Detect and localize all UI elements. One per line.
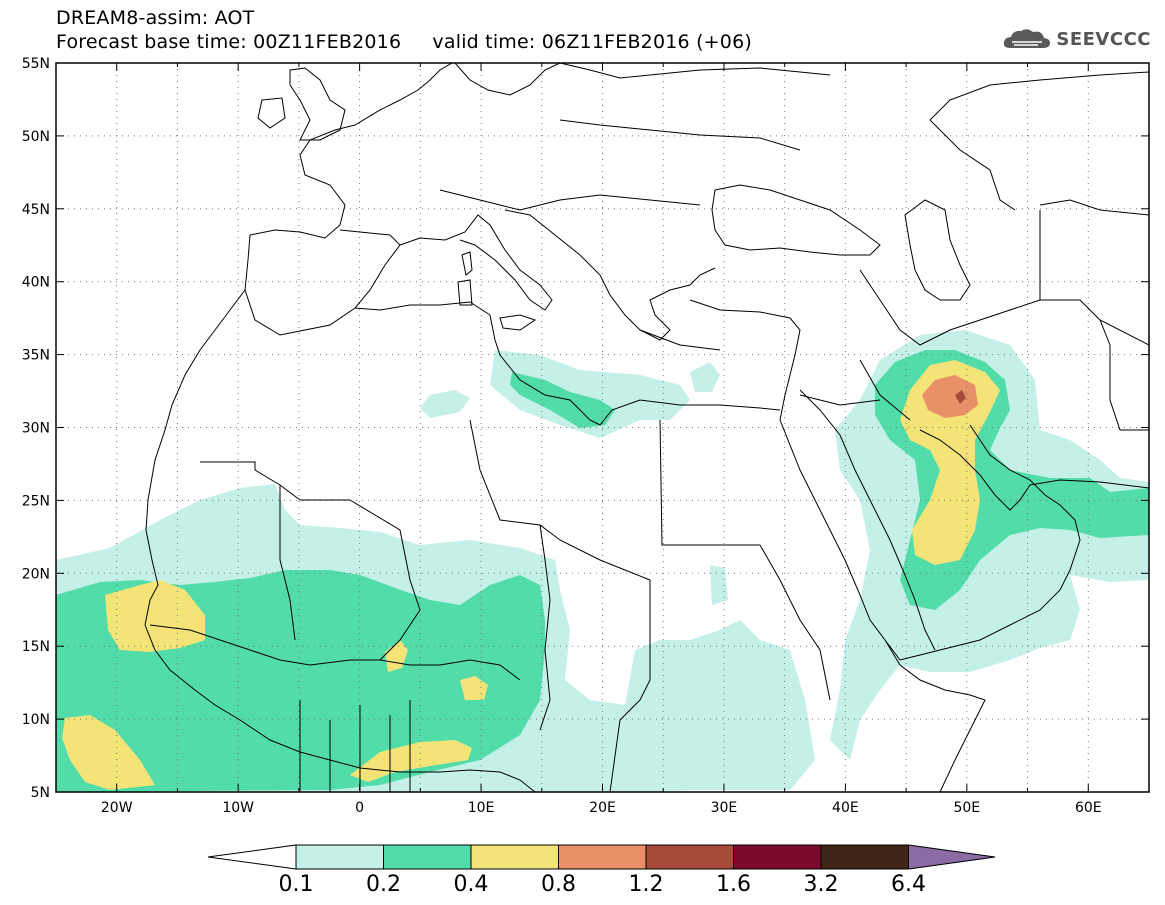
seevccc-logo: SEEVCCC [1002, 26, 1151, 52]
lon-tick-label: 0 [355, 800, 364, 816]
lon-tick-label: 20W [101, 800, 133, 816]
aot-band-0.8-1.2 [922, 375, 978, 418]
cloud-logo-icon [1004, 29, 1051, 48]
lat-tick-label: 15N [22, 639, 50, 655]
logo-text: SEEVCCC [1056, 28, 1151, 50]
lon-tick-label: 10W [222, 800, 254, 816]
colorbar-level-label: 0.8 [541, 872, 576, 897]
colorbar-box [295, 844, 384, 870]
colorbar-box [645, 844, 734, 870]
colorbar-low-triangle [207, 844, 297, 870]
lat-tick-label: 40N [22, 275, 50, 291]
colorbar-box [820, 844, 909, 870]
colorbar-box [558, 844, 647, 870]
lon-tick-label: 30E [711, 800, 738, 816]
lon-tick-label: 50E [953, 800, 980, 816]
aot-band-1.2-1.6 [955, 390, 966, 404]
lat-tick-label: 20N [22, 566, 50, 582]
lat-tick-label: 30N [22, 421, 50, 437]
lat-tick-label: 45N [22, 202, 50, 218]
lat-tick-label: 5N [31, 785, 50, 801]
lat-tick-label: 25N [22, 493, 50, 509]
colorbar-box [733, 844, 822, 870]
colorbar-level-label: 6.4 [891, 872, 926, 897]
lon-tick-label: 40E [832, 800, 859, 816]
colorbar-box [470, 844, 559, 870]
lon-tick-label: 60E [1075, 800, 1102, 816]
lat-tick-label: 10N [22, 712, 50, 728]
lon-tick-label: 20E [589, 800, 616, 816]
forecast-time-subtitle: Forecast base time: 00Z11FEB2016 valid t… [56, 31, 752, 53]
lat-tick-label: 50N [22, 129, 50, 145]
colorbar-high-triangle [908, 844, 996, 870]
colorbar-level-label: 0.1 [279, 872, 314, 897]
colorbar-level-label: 3.2 [804, 872, 839, 897]
map-title: DREAM8-assim: AOT [56, 7, 255, 29]
lat-tick-label: 55N [22, 56, 50, 72]
colorbar-level-label: 1.2 [629, 872, 664, 897]
aot-colorbar: 0.1 0.2 0.4 0.8 1.2 1.6 3.2 6.4 [207, 844, 996, 897]
colorbar-level-label: 0.4 [454, 872, 489, 897]
map-axes: 20W 10W 0 10E 20E 30E 40E 50E 60E 55N 50N 45N 40N 35N… [22, 56, 1150, 816]
lon-tick-label: 10E [468, 800, 495, 816]
colorbar-level-label: 1.6 [716, 872, 751, 897]
colorbar-box [383, 844, 472, 870]
lat-tick-label: 35N [22, 348, 50, 364]
colorbar-level-label: 0.2 [366, 872, 401, 897]
aot-band-0.4-0.8 [62, 360, 1000, 790]
graticule [56, 63, 1149, 792]
coastlines-and-borders [144, 63, 1149, 792]
